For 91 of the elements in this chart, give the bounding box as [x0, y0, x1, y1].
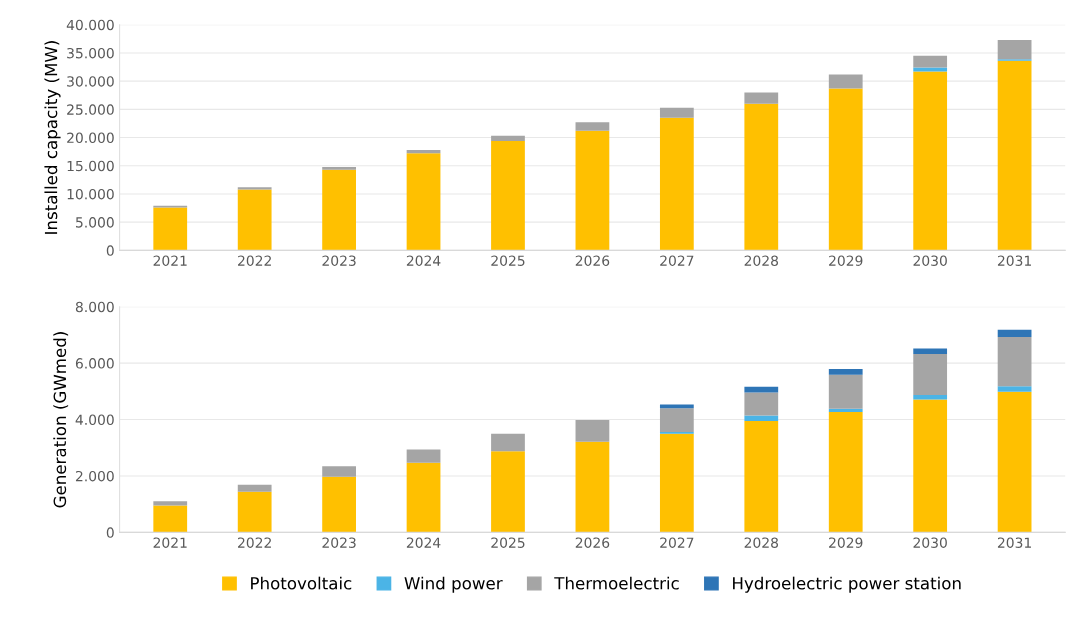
x-tick-label: 2025 — [491, 255, 525, 266]
x-tick-label: 2030 — [913, 255, 947, 266]
x-tick-label: 2031 — [997, 537, 1031, 548]
y-tick-label: 2.000 — [75, 470, 114, 482]
y-tick-label: 30.000 — [67, 76, 114, 87]
bar — [913, 55, 948, 68]
bar — [997, 39, 1032, 60]
y-tick-label: 4.000 — [75, 414, 114, 426]
bar — [828, 374, 863, 409]
x-tick-label: 2029 — [829, 255, 863, 266]
bar — [828, 411, 863, 533]
bar — [659, 433, 694, 533]
bar — [575, 130, 610, 251]
y-axis-title: Generation (GWmed) — [53, 332, 69, 508]
bar — [828, 408, 863, 412]
x-tick-label: 2021 — [153, 537, 187, 548]
bar — [744, 103, 779, 251]
x-tick-label: 2025 — [491, 537, 525, 548]
bar — [153, 505, 188, 533]
bar — [997, 391, 1032, 533]
bar — [744, 415, 779, 421]
bar — [659, 408, 694, 432]
bar — [997, 60, 1032, 251]
bar — [913, 354, 948, 396]
y-tick-label: 5.000 — [76, 217, 114, 228]
bar — [491, 451, 525, 533]
x-tick-label: 2027 — [660, 537, 694, 548]
bar — [406, 462, 441, 533]
x-tick-label: 2022 — [238, 537, 271, 548]
y-axis-title: Installed capacity (MW) — [44, 41, 61, 234]
x-tick-label: 2028 — [744, 255, 779, 266]
bar — [744, 420, 779, 533]
x-tick-label: 2024 — [406, 255, 441, 266]
bar — [828, 88, 863, 251]
bar — [913, 67, 948, 72]
x-tick-label: 2031 — [997, 255, 1031, 266]
x-tick-label: 2030 — [913, 537, 947, 548]
x-tick-label: 2026 — [575, 255, 610, 266]
bar — [406, 449, 441, 463]
bar — [913, 399, 948, 533]
bar — [575, 441, 610, 533]
bar — [322, 166, 356, 170]
bar — [997, 329, 1032, 337]
x-tick-label: 2026 — [575, 537, 610, 548]
legend-label: Thermoelectric — [554, 576, 679, 590]
bar — [406, 153, 441, 251]
bar — [575, 122, 610, 131]
bar — [491, 135, 525, 141]
legend-label: Wind power — [404, 576, 503, 593]
bar — [237, 189, 272, 251]
y-tick-label: 8.000 — [75, 301, 114, 313]
y-tick-label: 40.000 — [66, 19, 114, 31]
x-tick-label: 2023 — [322, 537, 356, 548]
legend-label: Hydroelectric power station — [733, 576, 961, 593]
bar — [153, 207, 188, 251]
x-tick-label: 2028 — [744, 537, 779, 548]
y-tick-label: 10.000 — [67, 188, 114, 200]
y-tick-label: 0 — [106, 527, 114, 538]
y-tick-label: 15.000 — [67, 160, 114, 172]
bar — [913, 71, 948, 251]
bar — [237, 491, 272, 533]
y-tick-label: 25.000 — [67, 104, 114, 115]
x-tick-label: 2029 — [829, 537, 863, 548]
bar — [659, 117, 694, 251]
bar — [913, 348, 948, 355]
legend-label: Photovoltaic — [251, 576, 352, 590]
bar — [322, 476, 356, 533]
bar — [322, 169, 356, 251]
y-tick-label: 20.000 — [67, 132, 114, 144]
bar — [828, 369, 863, 375]
x-tick-label: 2027 — [660, 255, 694, 266]
bar — [659, 107, 694, 118]
y-tick-label: 6.000 — [75, 358, 114, 369]
x-tick-label: 2022 — [238, 255, 271, 266]
x-tick-label: 2024 — [406, 537, 441, 548]
y-tick-label: 35.000 — [67, 47, 114, 59]
bar — [322, 466, 356, 477]
bar — [913, 395, 948, 400]
bar — [153, 501, 188, 506]
bar — [491, 433, 525, 452]
bar — [744, 392, 779, 416]
bar — [491, 140, 525, 251]
bar — [997, 386, 1032, 392]
y-tick-label: 0 — [106, 245, 114, 256]
bar — [575, 420, 610, 442]
bar — [997, 336, 1032, 387]
x-tick-label: 2021 — [153, 255, 187, 266]
bar — [237, 484, 272, 492]
x-tick-label: 2023 — [322, 255, 356, 266]
bar — [744, 92, 779, 104]
bar — [828, 74, 863, 89]
